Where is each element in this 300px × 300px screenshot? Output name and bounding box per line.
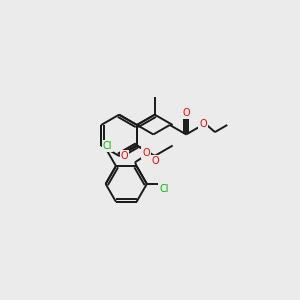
Text: O: O xyxy=(199,119,207,129)
Text: O: O xyxy=(121,151,128,161)
Text: O: O xyxy=(151,156,159,166)
Text: O: O xyxy=(182,107,190,118)
Text: Cl: Cl xyxy=(103,141,112,152)
Text: O: O xyxy=(142,148,150,158)
Text: Cl: Cl xyxy=(159,184,169,194)
